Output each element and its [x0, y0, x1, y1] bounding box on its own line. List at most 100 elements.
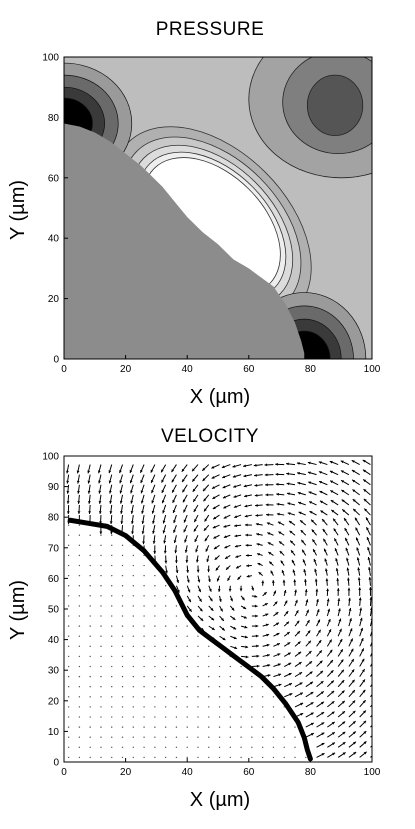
velocity-arrowhead — [213, 546, 217, 550]
velocity-grid-dot — [143, 706, 145, 708]
velocity-arrowhead — [253, 463, 257, 467]
velocity-arrowhead — [342, 711, 345, 715]
x-tick-label: 80 — [305, 767, 317, 778]
velocity-grid-dot — [132, 706, 134, 708]
velocity-grid-dot — [132, 625, 134, 627]
velocity-arrowhead — [208, 579, 211, 583]
velocity-arrowhead — [333, 518, 336, 522]
velocity-arrowhead — [295, 610, 299, 614]
velocity-arrowhead — [271, 580, 275, 583]
velocity-arrowhead — [313, 549, 316, 553]
velocity-grid-dot — [251, 696, 253, 698]
velocity-arrowhead — [374, 751, 377, 754]
velocity-grid-dot — [100, 625, 102, 627]
velocity-grid-dot — [154, 655, 156, 658]
velocity-background — [64, 456, 372, 762]
velocity-arrowhead — [288, 672, 292, 676]
velocity-arrowhead — [162, 530, 166, 534]
velocity-arrowhead — [225, 566, 229, 570]
velocity-grid-dot — [229, 716, 232, 718]
velocity-arrowhead — [298, 651, 302, 655]
velocity-arrowhead — [329, 460, 333, 464]
velocity-arrowhead — [164, 560, 168, 564]
velocity-arrowhead — [331, 732, 335, 735]
velocity-grid-dot — [67, 635, 70, 637]
velocity-panel: VELOCITY 0 20 40 60 80 100 0 10 20 30 40 50 60 70 80 90… — [7, 426, 381, 811]
velocity-arrowhead — [163, 550, 167, 554]
velocity-arrowhead — [326, 588, 329, 592]
velocity-arrowhead — [194, 519, 197, 523]
velocity-grid-dot — [240, 675, 242, 678]
velocity-arrowhead — [245, 533, 248, 537]
velocity-arrowhead — [221, 465, 225, 469]
velocity-arrowhead — [374, 741, 377, 744]
velocity-grid-dot — [111, 675, 113, 678]
velocity-arrowhead — [109, 500, 113, 504]
velocity-arrowhead — [265, 613, 269, 617]
velocity-arrowhead — [341, 690, 345, 694]
velocity-grid-dot — [208, 665, 210, 668]
velocity-grid-dot — [100, 696, 102, 698]
velocity-arrowhead — [198, 598, 202, 602]
velocity-grid-dot — [240, 736, 242, 738]
velocity-arrowhead — [363, 751, 367, 755]
velocity-grid-dot — [89, 756, 91, 759]
x-tick-label: 100 — [364, 364, 381, 375]
velocity-arrowhead — [152, 541, 156, 544]
y-tick-label: 0 — [53, 355, 59, 366]
velocity-arrowhead — [318, 471, 322, 474]
velocity-arrowhead — [320, 701, 324, 705]
velocity-arrowhead — [174, 550, 178, 554]
velocity-arrowhead — [341, 489, 345, 493]
velocity-arrowhead — [239, 588, 243, 592]
velocity-arrowhead — [204, 538, 208, 542]
velocity-arrowhead — [162, 520, 166, 524]
velocity-arrowhead — [331, 701, 335, 705]
velocity-arrowhead — [212, 506, 216, 509]
velocity-arrowhead — [331, 690, 335, 694]
velocity-grid-dot — [197, 726, 199, 728]
velocity-grid-dot — [240, 686, 242, 688]
velocity-grid-dot — [67, 746, 70, 749]
velocity-arrowhead — [264, 473, 268, 477]
velocity-grid-dot — [164, 605, 167, 607]
velocity-arrowhead — [363, 720, 367, 724]
velocity-arrowhead — [299, 672, 303, 675]
velocity-arrowhead — [266, 633, 270, 637]
velocity-arrowhead — [294, 589, 298, 593]
velocity-grid-dot — [67, 686, 70, 688]
velocity-arrowhead — [163, 540, 167, 544]
velocity-arrowhead — [198, 589, 201, 593]
velocity-grid-dot — [89, 595, 91, 597]
velocity-grid-dot — [78, 696, 81, 698]
velocity-grid-dot — [175, 706, 178, 708]
velocity-grid-dot — [164, 686, 167, 688]
velocity-grid-dot — [175, 756, 178, 759]
pressure-solid-region — [64, 123, 305, 359]
velocity-arrowhead — [308, 651, 312, 654]
velocity-arrowhead — [243, 474, 247, 478]
velocity-arrowhead — [339, 638, 343, 642]
velocity-arrowhead — [66, 480, 70, 484]
velocity-arrowhead — [165, 570, 168, 574]
velocity-arrowhead — [211, 476, 215, 479]
velocity-grid-dot — [111, 665, 113, 668]
velocity-arrowhead — [130, 510, 134, 514]
velocity-grid-dot — [186, 716, 188, 718]
velocity-grid-dot — [208, 655, 210, 658]
velocity-arrowhead — [172, 499, 176, 503]
velocity-arrowhead — [280, 560, 284, 564]
velocity-grid-dot — [78, 756, 81, 759]
velocity-arrowhead — [246, 574, 250, 578]
velocity-arrowhead — [307, 461, 311, 465]
velocity-arrowhead — [258, 572, 262, 575]
velocity-arrowhead — [130, 490, 133, 494]
y-tick-label: 20 — [48, 696, 60, 707]
velocity-grid-dot — [121, 544, 124, 547]
velocity-arrowhead — [233, 485, 237, 488]
velocity-arrowhead — [331, 509, 335, 513]
velocity-grid-dot — [154, 706, 156, 708]
velocity-grid-dot — [100, 706, 102, 708]
velocity-grid-dot — [100, 746, 102, 749]
velocity-arrowhead — [182, 489, 186, 493]
